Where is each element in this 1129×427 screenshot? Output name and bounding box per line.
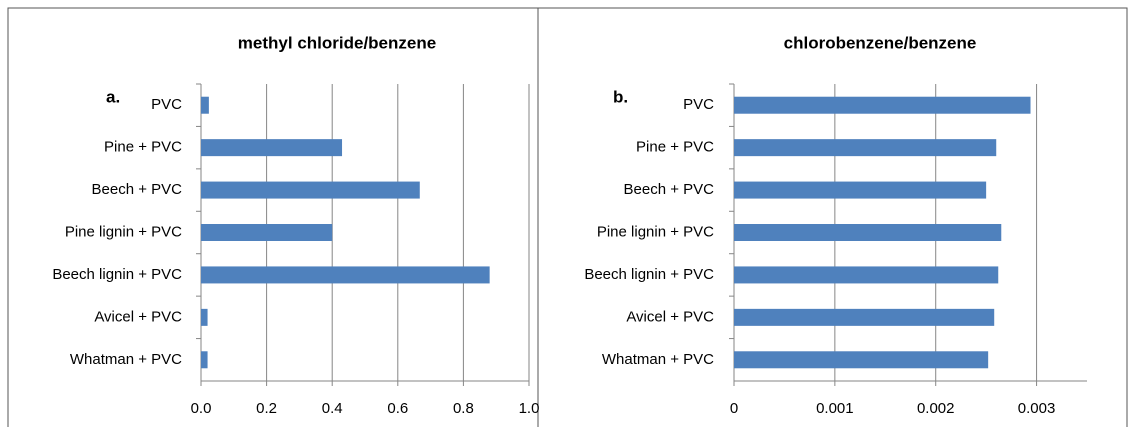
y-tick-label: Whatman + PVC bbox=[70, 351, 182, 368]
x-tick-label: 0.2 bbox=[256, 400, 277, 417]
bar bbox=[201, 266, 490, 284]
x-tick-label: 0.0 bbox=[191, 400, 212, 417]
bar bbox=[734, 224, 1002, 241]
y-tick-label: Avicel + PVC bbox=[94, 308, 182, 325]
bar bbox=[201, 351, 208, 369]
bar bbox=[734, 96, 1031, 114]
annotation: b. bbox=[613, 87, 628, 106]
y-tick-label: PVC bbox=[683, 96, 714, 113]
x-tick-label: 0.8 bbox=[453, 400, 474, 417]
x-tick-label: 0.6 bbox=[387, 400, 408, 417]
chart-title: methyl chloride/benzene bbox=[238, 33, 436, 52]
bar bbox=[201, 139, 343, 157]
bar bbox=[201, 181, 420, 199]
x-tick-label: 0 bbox=[730, 400, 738, 417]
frame bbox=[7, 7, 1128, 427]
bar bbox=[734, 308, 995, 326]
y-tick-label: Beech lignin + PVC bbox=[584, 266, 714, 283]
x-tick-label: 0.4 bbox=[322, 400, 343, 417]
bar bbox=[734, 351, 989, 369]
bar bbox=[201, 308, 208, 326]
y-tick-label: Beech + PVC bbox=[92, 181, 183, 198]
y-tick-label: Pine lignin + PVC bbox=[65, 223, 182, 240]
bar bbox=[201, 224, 333, 241]
y-tick-label: Beech + PVC bbox=[624, 181, 715, 198]
y-tick-label: Whatman + PVC bbox=[602, 351, 714, 368]
bar bbox=[734, 139, 997, 157]
y-tick-label: Avicel + PVC bbox=[626, 308, 714, 325]
x-tick-label: 0.002 bbox=[917, 400, 955, 417]
bar bbox=[734, 181, 987, 199]
x-tick-label: 1.0 bbox=[519, 400, 540, 417]
y-tick-label: Pine + PVC bbox=[636, 139, 714, 156]
chart-title: chlorobenzene/benzene bbox=[784, 33, 977, 52]
bar bbox=[734, 266, 999, 284]
bar bbox=[201, 96, 209, 114]
y-tick-label: Beech lignin + PVC bbox=[52, 266, 182, 283]
x-tick-label: 0.003 bbox=[1018, 400, 1056, 417]
y-tick-label: Pine lignin + PVC bbox=[597, 223, 714, 240]
x-tick-label: 0.001 bbox=[816, 400, 854, 417]
y-tick-label: Pine + PVC bbox=[104, 139, 182, 156]
annotation: a. bbox=[106, 87, 120, 106]
y-tick-label: PVC bbox=[151, 96, 182, 113]
